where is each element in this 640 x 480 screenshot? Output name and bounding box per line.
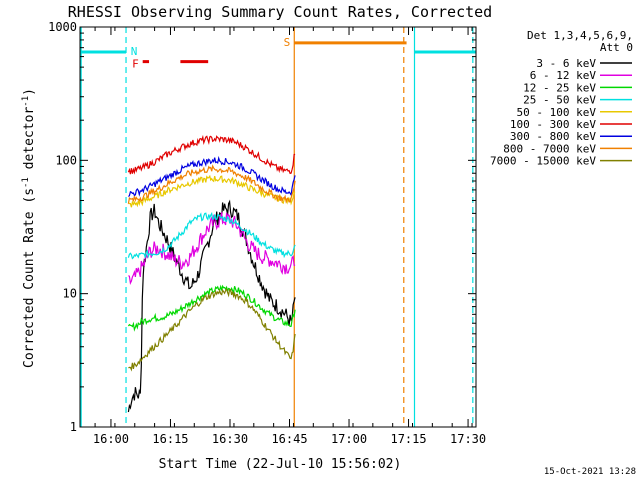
x-tick-label: 17:15 (390, 432, 426, 446)
series-line-3 (127, 211, 296, 260)
legend-header-2: Att 0 (600, 41, 633, 54)
series-line-5 (127, 134, 296, 175)
x-axis-label: Start Time (22-Jul-10 15:56:02) (159, 457, 402, 472)
y-axis-label-tail: ) (22, 88, 37, 96)
y-axis-label: Corrected Count Rate (s-1 detector-1) (21, 88, 37, 368)
plot-frame (79, 26, 477, 428)
x-axis: 16:00 16:15 16:30 16:45 17:00 17:15 17:30 (93, 27, 486, 446)
annotation-label-4: S (284, 36, 291, 49)
y-tick-label: 1000 (48, 20, 77, 34)
legend-label: 50 - 100 keV (517, 106, 597, 119)
y-tick-label: 1 (70, 420, 77, 434)
legend-header-1: Det 1,3,4,5,6,9, (527, 29, 633, 42)
x-tick-label: 17:30 (450, 432, 486, 446)
x-tick-label: 16:00 (93, 432, 129, 446)
legend-label: 25 - 50 keV (523, 94, 596, 107)
legend-label: 300 - 800 keV (510, 130, 596, 143)
y-axis-label-main: Corrected Count Rate (s (22, 188, 37, 368)
legend-label: 6 - 12 keV (530, 69, 597, 82)
legend-label: 100 - 300 keV (510, 118, 596, 131)
series-line-7 (127, 164, 296, 204)
x-tick-label: 16:45 (271, 432, 307, 446)
series-line-4 (128, 174, 296, 208)
annotation-label-2: F (132, 58, 139, 71)
series-line-6 (128, 155, 296, 197)
y-axis-label-mid: detector (22, 107, 37, 178)
x-tick-label: 16:15 (152, 432, 188, 446)
legend-label: 3 - 6 keV (536, 57, 596, 70)
series-lines (127, 134, 296, 413)
annotation-label-0: N (131, 45, 138, 58)
y-tick-label: 10 (63, 287, 77, 301)
chart-title: RHESSI Observing Summary Count Rates, Co… (68, 3, 492, 21)
y-axis-label-sup1: -1 (21, 177, 31, 188)
y-axis-label-sup2: -1 (21, 96, 31, 107)
x-tick-label: 16:30 (212, 432, 248, 446)
y-tick-label: 100 (55, 153, 77, 167)
timestamp: 15-Oct-2021 13:28 (544, 467, 636, 477)
legend-label: 800 - 7000 keV (503, 142, 596, 155)
series-line-2 (127, 284, 296, 332)
y-axis: 1 10 100 1000 (48, 20, 476, 434)
series-line-0 (127, 199, 296, 413)
annotations: NF S (80, 27, 476, 427)
x-tick-label: 17:00 (331, 432, 367, 446)
legend-label: 12 - 25 keV (523, 81, 596, 94)
series-line-8 (128, 287, 296, 372)
legend-label: 7000 - 15000 keV (490, 155, 596, 168)
